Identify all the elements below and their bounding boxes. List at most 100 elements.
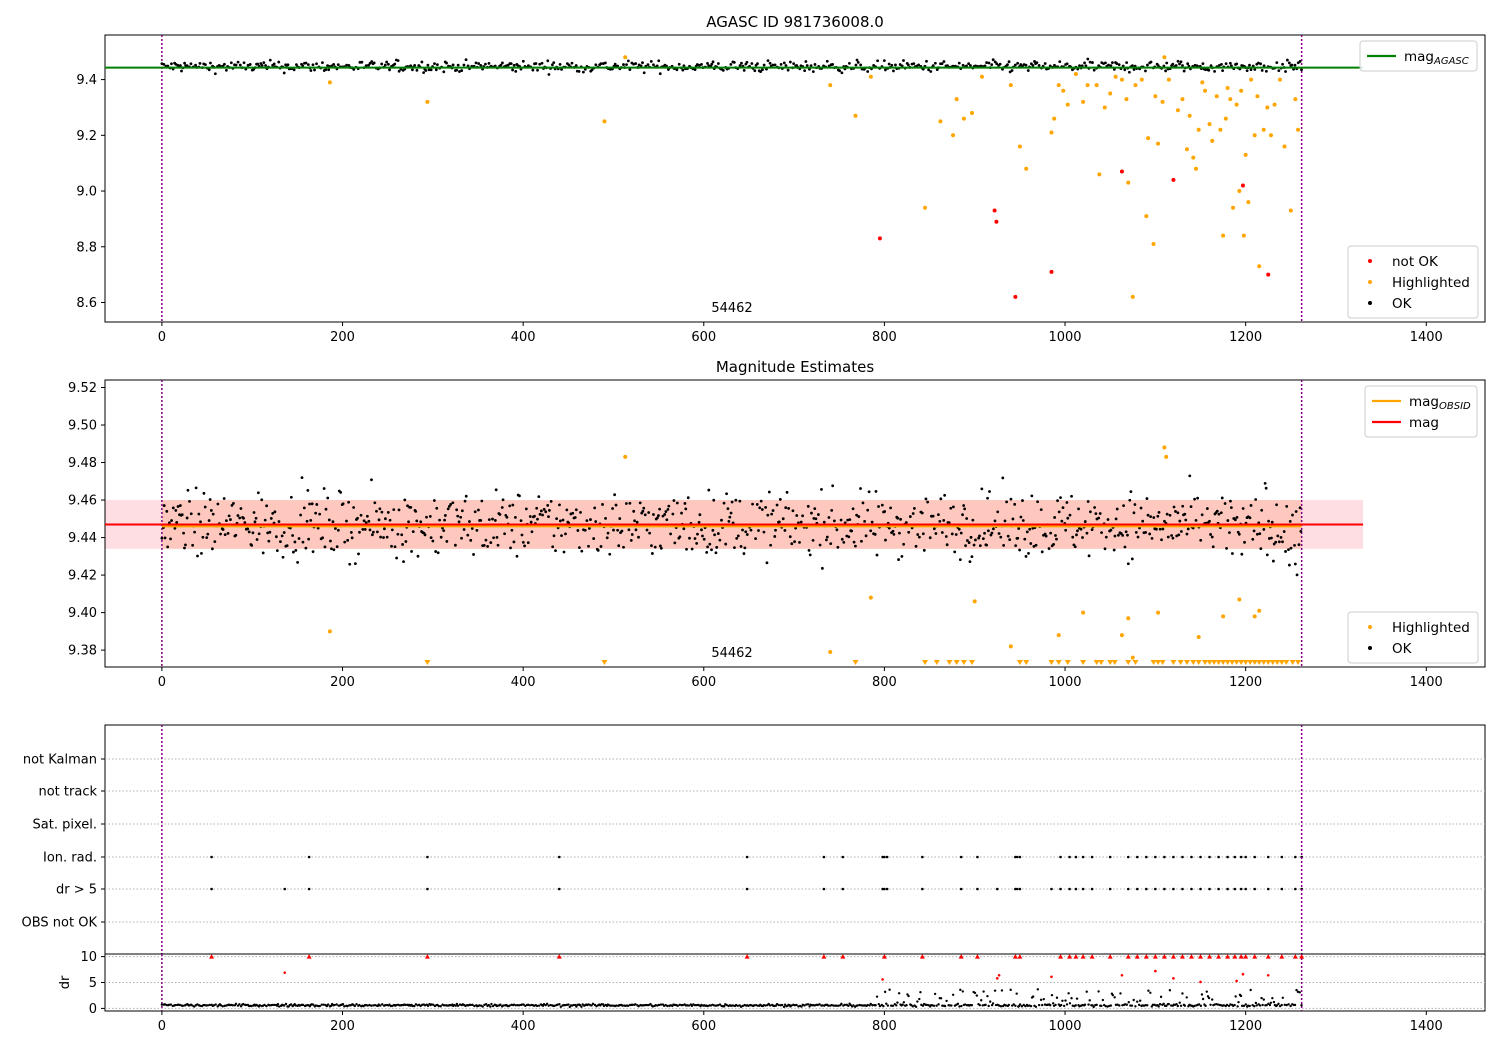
panel-4-dr-point	[1159, 995, 1163, 999]
panel-2-ok-point	[710, 548, 713, 552]
panel-3-flag-point	[1217, 855, 1220, 859]
panel-4-ytick-label: 5	[89, 976, 97, 991]
panel-1-ok-point	[272, 62, 276, 66]
panel-4-dr-high-point	[1120, 973, 1124, 977]
panel-1-ok-point	[784, 64, 788, 67]
panel-2-ok-point	[1205, 507, 1209, 510]
panel-4-dr-point	[961, 990, 964, 993]
panel-2-below-axis-marker	[1098, 660, 1105, 665]
panel-1-highlighted-point	[1239, 88, 1244, 93]
panel-4-dr-point	[1055, 996, 1059, 999]
panel-4-clipped-marker	[424, 954, 430, 959]
panel-4-dr-high-point	[1199, 980, 1202, 984]
panel-1-ok-point	[224, 68, 228, 72]
panel-1-ok-point	[1179, 60, 1183, 64]
panel-1-highlighted-point	[868, 74, 873, 79]
panel-2-ok-point	[1001, 476, 1005, 480]
panel-2-ok-point	[293, 540, 297, 544]
panel-2-ok-point	[1123, 545, 1127, 549]
panel-2-ok-point	[493, 519, 497, 522]
panel-2-ok-point	[515, 554, 519, 558]
panel-2-ok-point	[1295, 573, 1299, 577]
panel-2-ok-point	[744, 530, 748, 534]
panel-4-dr-point	[567, 1003, 570, 1006]
panel-1-ok-point	[782, 61, 786, 65]
panel-3-flag-point	[1294, 887, 1297, 891]
panel-1-ok-point	[1256, 61, 1260, 65]
panel-2-ok-point	[1077, 507, 1080, 511]
panel-2-ok-point	[630, 533, 634, 536]
panel-4-dr-high-point	[1266, 973, 1270, 977]
panel-4-dr-point	[1118, 1004, 1121, 1007]
panel-2-ok-point	[213, 540, 217, 544]
panel-2-ok-point	[520, 533, 524, 537]
panel-1-ok-point	[526, 64, 530, 68]
panel-3-flag-point	[822, 855, 826, 859]
panel-1-ok-point	[213, 72, 217, 76]
panel-2-ok-point	[947, 521, 951, 524]
panel-1-ok-point	[990, 63, 994, 67]
panel-3-flag-point	[1108, 855, 1112, 859]
panel-1-ok-point	[961, 63, 965, 67]
panel-4-dr-point	[875, 995, 879, 998]
panel-2-ok-point	[733, 546, 736, 550]
panel-1-ok-point	[1277, 69, 1281, 73]
panel-1-highlighted-point	[1221, 233, 1226, 238]
panel-1-highlighted-point	[954, 97, 959, 102]
panel-2-ok-point	[292, 550, 295, 554]
panel-1-highlighted-point	[1061, 88, 1066, 93]
panel-2-ok-point	[321, 536, 324, 540]
panel-2-ok-point	[735, 536, 739, 540]
panel-4-dr-point	[1054, 1003, 1057, 1007]
panel-4-clipped-marker	[1238, 954, 1244, 959]
panel-3-flag-point	[1266, 887, 1270, 891]
panel-4-dr-point	[866, 1003, 869, 1007]
panel-1-ok-point	[729, 62, 733, 66]
panel-2-ok-point	[1002, 543, 1006, 547]
panel-2-ok-point	[1285, 504, 1289, 508]
panel-1-ok-point	[558, 62, 562, 66]
panel-2-ok-point	[564, 532, 567, 536]
panel-2-ok-point	[873, 532, 877, 536]
panel-3-flag-point	[1015, 855, 1019, 859]
panel-2-ok-point	[899, 517, 902, 521]
panel-4-clipped-marker	[1252, 954, 1258, 959]
panel-4-xtick-label: 0	[158, 1019, 166, 1034]
panel-2-ok-point	[491, 517, 494, 521]
panel-4-dr-point	[1210, 998, 1214, 1001]
panel-4-dr-point	[1162, 1002, 1165, 1005]
panel-1-ok-point	[1284, 70, 1287, 73]
panel-4-dr-point	[874, 1004, 877, 1007]
panel-4-dr-point	[973, 991, 977, 995]
panel-2-ok-point	[686, 496, 690, 500]
panel-4-dr-point	[318, 1004, 322, 1008]
panel-2-ok-point	[606, 531, 610, 535]
panel-2-ok-point	[199, 520, 202, 524]
panel-4-dr-point	[595, 1005, 598, 1008]
panel-2-ok-point	[665, 518, 669, 522]
panel-2-ok-point	[977, 536, 981, 540]
panel-1-ok-point	[1024, 63, 1028, 67]
panel-2-ok-point	[1230, 552, 1234, 555]
panel-4-dr-point	[1248, 1004, 1251, 1008]
panel-4-dr-point	[346, 1004, 349, 1008]
panel-2-below-axis-marker	[1269, 660, 1276, 665]
panel-1-ok-point	[628, 68, 632, 72]
panel-2-ok-point	[1165, 512, 1169, 516]
panel-2-ok-point	[847, 535, 851, 539]
panel-2-ok-point	[365, 514, 369, 518]
panel-2-ok-point	[1217, 512, 1221, 516]
panel-4-dr-point	[681, 1003, 685, 1007]
panel-2-ok-point	[428, 515, 432, 518]
panel-2-ok-point	[978, 534, 981, 538]
panel-2-ok-point	[1136, 535, 1140, 539]
panel-1-ok-point	[397, 69, 401, 73]
panel-1-ok-point	[256, 62, 260, 66]
panel-4-dr-point	[932, 1004, 936, 1008]
panel-1-ok-point	[706, 62, 709, 65]
panel-2-ok-point	[822, 520, 826, 524]
panel-4-dr-point	[1012, 1003, 1015, 1006]
panel-2-ok-point	[451, 501, 455, 505]
panel-3-category-label: Ion. rad.	[43, 851, 97, 866]
panel-2-ok-point	[468, 520, 471, 523]
